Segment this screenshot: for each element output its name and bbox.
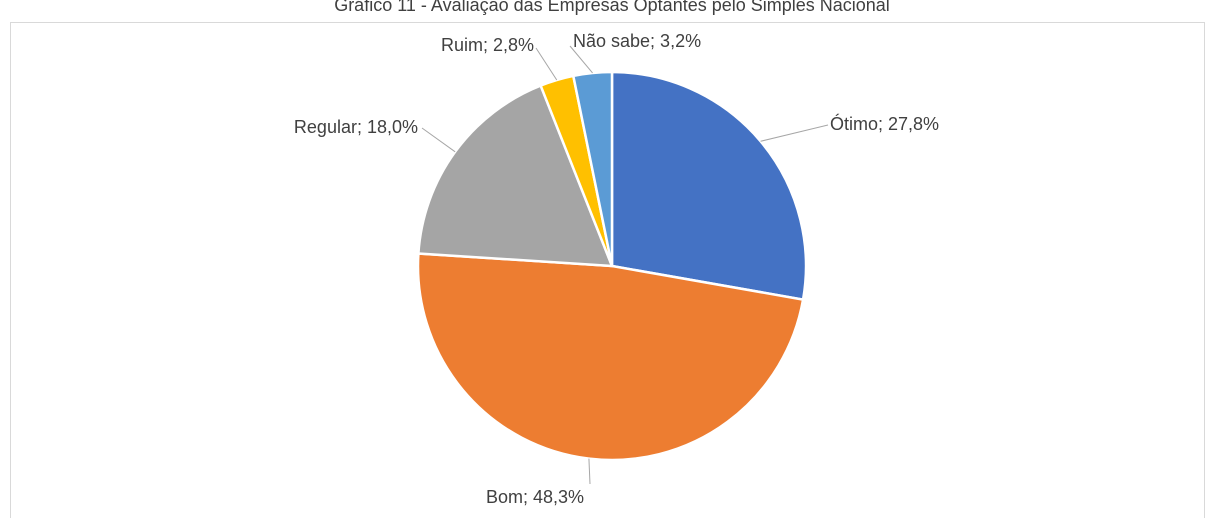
data-label: Regular; 18,0% xyxy=(294,117,418,137)
pie-slice xyxy=(416,252,805,462)
data-label: Não sabe; 3,2% xyxy=(573,31,701,51)
leader-line xyxy=(535,47,558,81)
chart-frame xyxy=(10,22,1205,518)
leader-line xyxy=(421,127,456,153)
pie-slice xyxy=(610,70,808,302)
data-label: Ótimo; 27,8% xyxy=(830,113,939,134)
data-label: Bom; 48,3% xyxy=(486,487,584,507)
pie-slice xyxy=(417,83,614,268)
leader-line xyxy=(760,124,829,142)
chart-title: Gráfico 11 - Avaliação das Empresas Opta… xyxy=(334,0,890,15)
data-label: Ruim; 2,8% xyxy=(441,35,534,55)
leader-line xyxy=(588,458,591,485)
leader-line xyxy=(569,45,593,74)
